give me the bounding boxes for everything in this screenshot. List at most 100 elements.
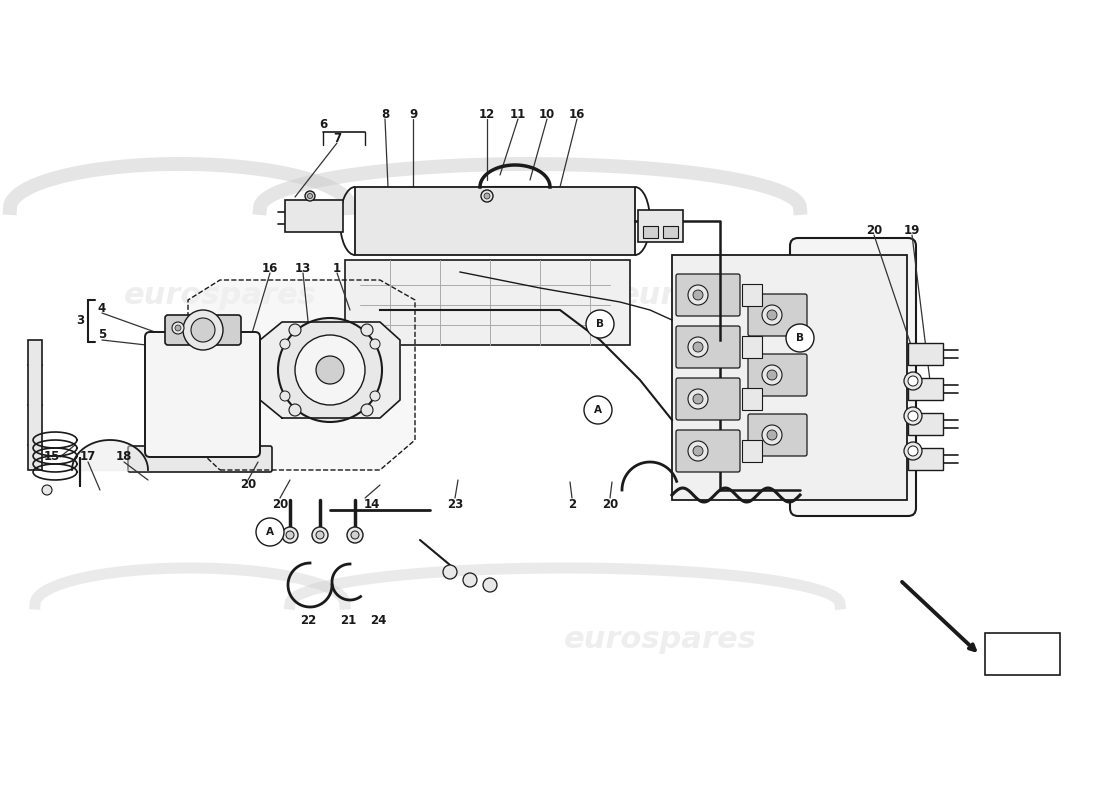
Text: 24: 24 (370, 614, 386, 626)
Circle shape (693, 290, 703, 300)
Text: 9: 9 (409, 107, 417, 121)
FancyBboxPatch shape (145, 332, 260, 457)
Bar (908, 448, 943, 470)
Circle shape (762, 365, 782, 385)
Text: eurospares: eurospares (123, 282, 317, 310)
Circle shape (688, 389, 708, 409)
Text: A: A (594, 405, 602, 415)
Circle shape (289, 324, 301, 336)
Circle shape (308, 194, 312, 198)
Bar (742, 440, 762, 462)
Circle shape (191, 318, 214, 342)
Text: 6: 6 (319, 118, 327, 130)
Bar (742, 388, 762, 410)
Bar (663, 226, 678, 238)
Circle shape (688, 337, 708, 357)
Circle shape (346, 527, 363, 543)
Bar (638, 210, 683, 242)
Circle shape (688, 285, 708, 305)
Text: B: B (596, 319, 604, 329)
Circle shape (481, 190, 493, 202)
Circle shape (289, 404, 301, 416)
Polygon shape (260, 322, 400, 418)
Text: 15: 15 (44, 450, 60, 463)
Circle shape (282, 527, 298, 543)
Bar (908, 378, 943, 400)
FancyBboxPatch shape (676, 274, 740, 316)
FancyBboxPatch shape (165, 315, 241, 345)
Text: 2: 2 (568, 498, 576, 510)
FancyBboxPatch shape (676, 378, 740, 420)
Circle shape (370, 391, 379, 401)
Text: eurospares: eurospares (563, 626, 757, 654)
Text: 1: 1 (333, 262, 341, 274)
Circle shape (370, 339, 379, 349)
Text: 14: 14 (364, 498, 381, 510)
Circle shape (786, 324, 814, 352)
Circle shape (175, 325, 182, 331)
Circle shape (172, 322, 184, 334)
Bar (908, 343, 943, 365)
Circle shape (280, 391, 290, 401)
Circle shape (463, 573, 477, 587)
Circle shape (361, 404, 373, 416)
Circle shape (295, 335, 365, 405)
Text: 8: 8 (381, 107, 389, 121)
Circle shape (767, 310, 777, 320)
Bar (908, 413, 943, 435)
Circle shape (305, 191, 315, 201)
Circle shape (908, 376, 918, 386)
FancyBboxPatch shape (748, 354, 807, 396)
Circle shape (904, 407, 922, 425)
Circle shape (483, 578, 497, 592)
Circle shape (312, 527, 328, 543)
Circle shape (286, 531, 294, 539)
Circle shape (693, 446, 703, 456)
Bar (28, 340, 42, 470)
Circle shape (183, 310, 223, 350)
Circle shape (908, 446, 918, 456)
FancyBboxPatch shape (676, 326, 740, 368)
Circle shape (280, 339, 290, 349)
Text: 10: 10 (539, 107, 556, 121)
Text: 11: 11 (510, 107, 526, 121)
Text: 12: 12 (478, 107, 495, 121)
Text: 7: 7 (333, 131, 341, 145)
Circle shape (767, 430, 777, 440)
Text: 3: 3 (76, 314, 84, 327)
Circle shape (256, 518, 284, 546)
Bar (984, 633, 1060, 675)
Circle shape (42, 485, 52, 495)
Circle shape (316, 356, 344, 384)
Circle shape (767, 370, 777, 380)
Text: eurospares: eurospares (618, 282, 812, 310)
Circle shape (693, 342, 703, 352)
Circle shape (443, 565, 456, 579)
FancyBboxPatch shape (676, 430, 740, 472)
Text: 5: 5 (98, 329, 106, 342)
Text: A: A (266, 527, 274, 537)
Text: 19: 19 (904, 223, 921, 237)
Text: 20: 20 (240, 478, 256, 491)
Text: 17: 17 (80, 450, 96, 463)
Bar (742, 284, 762, 306)
Circle shape (908, 411, 918, 421)
Circle shape (351, 531, 359, 539)
Text: 16: 16 (569, 107, 585, 121)
Circle shape (762, 305, 782, 325)
Bar (672, 255, 908, 500)
FancyBboxPatch shape (748, 414, 807, 456)
Circle shape (904, 442, 922, 460)
Circle shape (586, 310, 614, 338)
Text: 23: 23 (447, 498, 463, 510)
Text: 20: 20 (272, 498, 288, 510)
Bar (355, 187, 635, 255)
Text: 18: 18 (116, 450, 132, 463)
Bar (285, 200, 343, 232)
Text: B: B (796, 333, 804, 343)
Circle shape (361, 324, 373, 336)
Circle shape (584, 396, 612, 424)
Circle shape (904, 372, 922, 390)
Circle shape (278, 318, 382, 422)
Text: 22: 22 (300, 614, 316, 626)
